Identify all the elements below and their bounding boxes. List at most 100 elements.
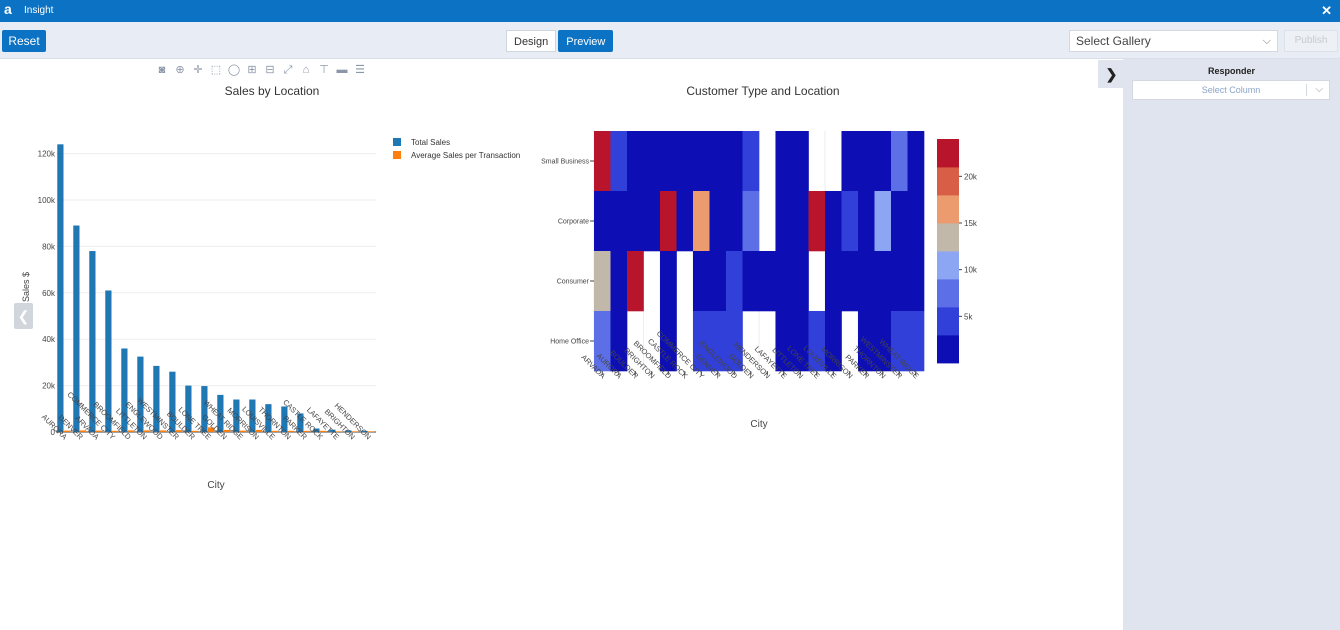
heatmap-cell[interactable] <box>709 191 727 252</box>
heatmap-cell[interactable] <box>709 131 727 192</box>
heatmap-cell[interactable] <box>660 191 677 252</box>
legend-label[interactable]: Average Sales per Transaction <box>411 151 520 160</box>
avg-sales-bar[interactable] <box>80 430 87 432</box>
heatmap-cell[interactable] <box>792 311 809 372</box>
avg-sales-bar[interactable] <box>176 430 183 432</box>
heatmap-cell[interactable] <box>841 191 859 252</box>
heatmap-cell[interactable] <box>891 131 908 192</box>
heatmap-cell[interactable] <box>693 191 710 252</box>
avg-sales-bar[interactable] <box>96 430 103 432</box>
legend-swatch[interactable] <box>393 138 401 146</box>
heatmap-cell[interactable] <box>825 191 842 252</box>
avg-sales-bar[interactable] <box>336 431 343 432</box>
total-sales-bar[interactable] <box>89 251 96 432</box>
heatmap-cell[interactable] <box>726 251 743 312</box>
heatmap-cell[interactable] <box>594 131 611 192</box>
total-sales-bar[interactable] <box>265 404 272 432</box>
heatmap-cell[interactable] <box>907 311 925 372</box>
avg-sales-bar[interactable] <box>224 429 231 432</box>
publish-button[interactable]: Publish <box>1284 30 1338 52</box>
avg-sales-bar[interactable] <box>320 430 327 432</box>
total-sales-bar[interactable] <box>57 144 64 432</box>
camera-icon[interactable]: ◙ <box>158 64 166 76</box>
reset-axes-icon[interactable]: ⌂ <box>302 64 310 76</box>
avg-sales-bar[interactable] <box>192 430 199 432</box>
previous-arrow-icon[interactable]: ❮ <box>14 303 33 329</box>
preview-tab[interactable]: Preview <box>558 30 614 52</box>
total-sales-bar[interactable] <box>297 413 304 432</box>
heatmap-cell[interactable] <box>709 251 727 312</box>
heatmap-cell[interactable] <box>643 191 661 252</box>
heatmap-cell[interactable] <box>841 131 859 192</box>
heatmap-cell[interactable] <box>808 311 826 372</box>
heatmap-cell[interactable] <box>907 251 925 312</box>
heatmap-cell[interactable] <box>858 131 875 192</box>
avg-sales-bar[interactable] <box>208 427 215 432</box>
total-sales-bar[interactable] <box>73 225 80 432</box>
gallery-select[interactable]: Select Gallery ⌵ <box>1069 30 1278 52</box>
heatmap-cell[interactable] <box>759 251 776 312</box>
total-sales-bar[interactable] <box>201 386 208 432</box>
total-sales-bar[interactable] <box>329 429 336 432</box>
design-tab[interactable]: Design <box>506 30 557 52</box>
heatmap-cell[interactable] <box>775 251 793 312</box>
heatmap-cell[interactable] <box>775 311 793 372</box>
heatmap-cell[interactable] <box>808 191 826 252</box>
heatmap-cell[interactable] <box>660 311 677 372</box>
heatmap-cell[interactable] <box>726 131 743 192</box>
avg-sales-bar[interactable] <box>64 430 71 432</box>
heatmap-cell[interactable] <box>627 251 644 312</box>
heatmap-cell[interactable] <box>874 131 892 192</box>
select-column-dropdown[interactable]: Select Column ⌵ <box>1132 80 1330 100</box>
reset-button[interactable]: Reset <box>2 30 46 52</box>
heatmap-cell[interactable] <box>676 191 694 252</box>
heatmap-cell[interactable] <box>792 251 809 312</box>
avg-sales-bar[interactable] <box>112 430 119 432</box>
heatmap-cell[interactable] <box>858 311 875 372</box>
total-sales-bar[interactable] <box>137 356 144 432</box>
heatmap-cell[interactable] <box>874 251 892 312</box>
avg-sales-bar[interactable] <box>368 431 375 432</box>
panel-toggle-icon[interactable]: ❯ <box>1098 60 1125 88</box>
heatmap-cell[interactable] <box>594 251 611 312</box>
total-sales-bar[interactable] <box>153 365 160 432</box>
total-sales-bar[interactable] <box>169 371 176 432</box>
close-icon[interactable]: ✕ <box>1321 3 1332 18</box>
avg-sales-bar[interactable] <box>144 430 151 432</box>
heatmap-cell[interactable] <box>858 251 875 312</box>
heatmap-cell[interactable] <box>610 311 628 372</box>
avg-sales-bar[interactable] <box>288 430 295 432</box>
heatmap-cell[interactable] <box>841 251 859 312</box>
heatmap-cell[interactable] <box>907 191 925 252</box>
heatmap-cell[interactable] <box>874 311 892 372</box>
autoscale-icon[interactable]: ⤢ <box>283 64 293 76</box>
avg-sales-bar[interactable] <box>304 430 311 432</box>
heatmap-cell[interactable] <box>610 251 628 312</box>
heatmap-cell[interactable] <box>726 191 743 252</box>
heatmap-cell[interactable] <box>825 251 842 312</box>
heatmap-cell[interactable] <box>792 131 809 192</box>
heatmap-cell[interactable] <box>660 251 677 312</box>
total-sales-bar[interactable] <box>313 428 320 432</box>
heatmap-cell[interactable] <box>792 191 809 252</box>
avg-sales-bar[interactable] <box>272 430 279 432</box>
total-sales-bar[interactable] <box>121 348 128 432</box>
heatmap-cell[interactable] <box>627 191 644 252</box>
total-sales-bar[interactable] <box>249 399 256 432</box>
box-select-icon[interactable]: ⬚ <box>210 64 222 76</box>
heatmap-cell[interactable] <box>594 311 611 372</box>
zoom-out-icon[interactable]: ⊟ <box>265 64 275 76</box>
legend-swatch[interactable] <box>393 151 401 159</box>
heatmap-cell[interactable] <box>891 191 908 252</box>
heatmap-cell[interactable] <box>610 131 628 192</box>
heatmap-cell[interactable] <box>693 131 710 192</box>
heatmap-cell[interactable] <box>660 131 677 192</box>
heatmap-cell[interactable] <box>775 191 793 252</box>
total-sales-bar[interactable] <box>281 406 288 432</box>
heatmap-cell[interactable] <box>891 311 908 372</box>
heatmap-cell[interactable] <box>742 251 760 312</box>
heatmap-cell[interactable] <box>676 131 694 192</box>
total-sales-bar[interactable] <box>233 399 240 432</box>
total-sales-bar[interactable] <box>217 394 224 432</box>
heatmap-cell[interactable] <box>742 191 760 252</box>
